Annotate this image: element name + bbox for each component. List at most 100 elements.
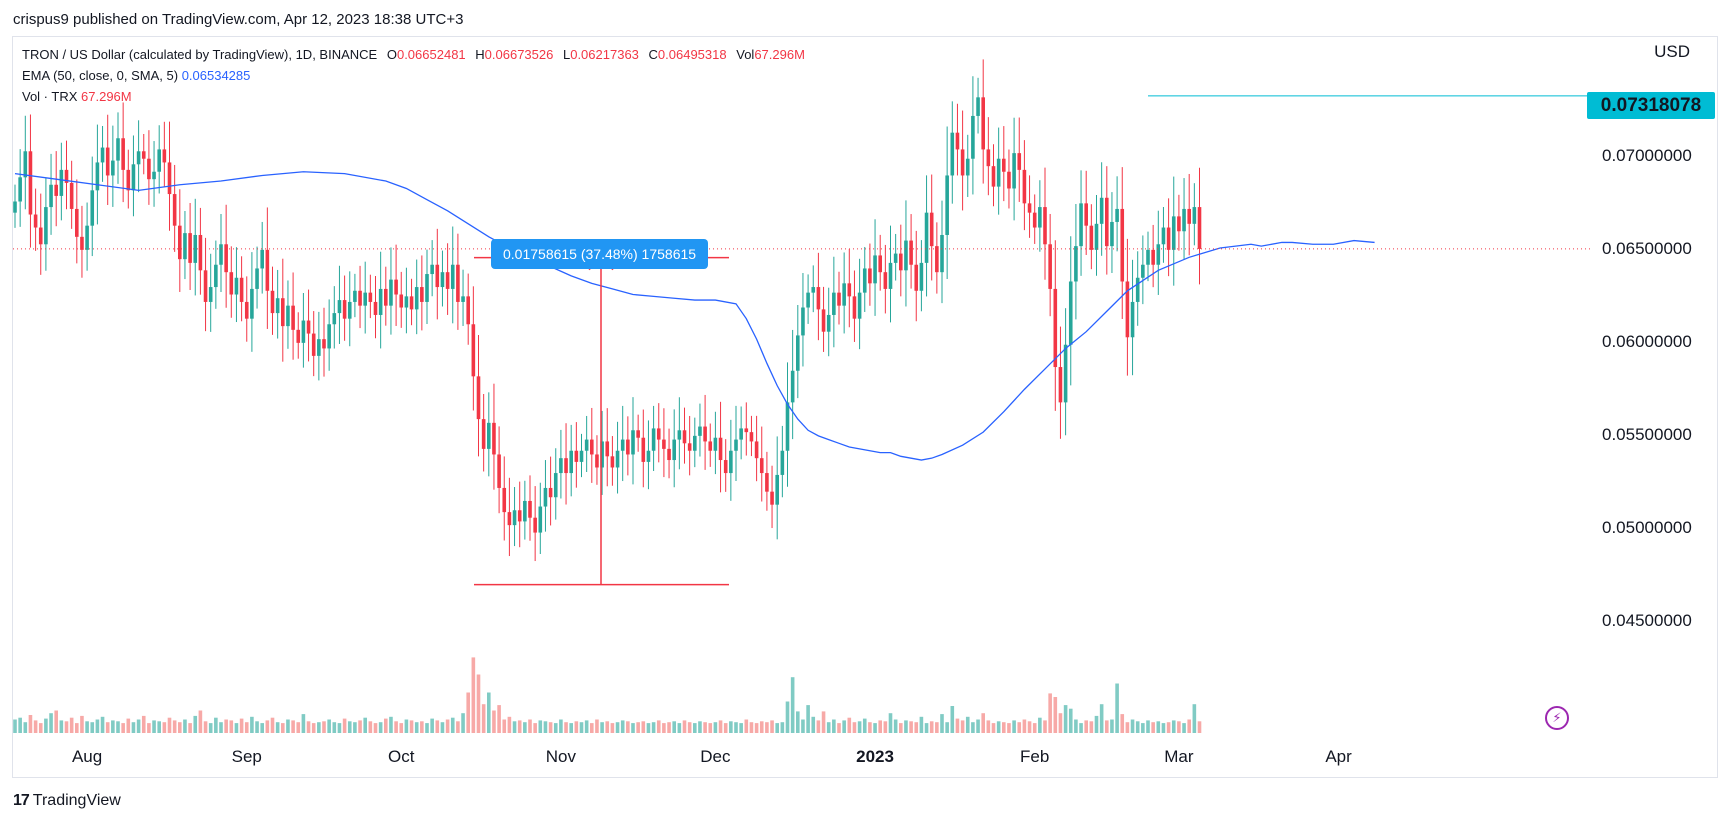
candle-body [677,430,682,440]
candle-body [579,450,584,462]
candle-body [878,255,882,273]
low-value: 0.06217363 [570,47,639,62]
candle-body [409,296,414,310]
candle-body [445,272,450,289]
candle-body [569,450,573,474]
volume-bar [826,722,831,733]
tradingview-logo[interactable]: 17 TradingView [13,792,121,810]
volume-bar [857,721,862,733]
candle-body [224,244,228,273]
candle-body [481,419,486,449]
symbol-name[interactable]: TRON / US Dollar (calculated by TradingV… [22,47,378,62]
volume-bar [620,720,625,733]
volume-bar [950,706,955,733]
volume-bar [1027,721,1032,733]
candle-body [826,314,831,332]
candle-body [105,147,110,176]
candle-body [517,510,522,522]
volume-bar [229,720,234,733]
candle-body [476,376,481,420]
candle-body [389,279,393,306]
candle-body [883,272,888,289]
candle-body [811,287,816,293]
candle-body [703,426,707,442]
volume-bar [523,722,527,733]
candle-body [384,288,388,306]
y-tick-label: 0.06000000 [1602,332,1692,351]
volume-bar [373,723,378,733]
candle-body [198,234,203,271]
candle-body [80,236,84,250]
volume-bar [533,723,537,733]
volume-bar [1141,723,1145,733]
y-tick-label: 0.07000000 [1602,146,1692,165]
volume-bar [116,721,120,733]
volume-bar [239,718,244,733]
candle-body [306,320,311,334]
volume-bar [368,721,373,733]
volume-bar [945,722,949,733]
low-label: L [562,47,571,62]
candle-body [23,151,28,178]
candle-body [203,270,208,302]
volume-label[interactable]: Vol · TRX [22,89,78,104]
candle-body [631,430,635,455]
candle-body [487,422,491,449]
volume-bar [152,720,156,733]
tradingview-logo-text: TradingView [32,792,121,809]
volume-value: 67.296M [81,89,132,104]
candle-layer [13,59,1202,562]
volume-bar [662,723,666,733]
volume-bar [723,723,728,733]
candle-body [1022,169,1027,204]
volume-bar [430,718,434,733]
volume-bar [1079,723,1083,733]
legend-ema-row: EMA (50, close, 0, SMA, 5) 0.06534285 [22,65,805,86]
candle-body [172,194,177,226]
volume-bar [64,721,69,733]
volume-bar [1074,719,1078,733]
candle-body [1151,249,1155,265]
volume-bar [996,721,1001,733]
high-label: H [475,47,485,62]
lightning-bolt-icon[interactable]: ⚡ [1545,706,1569,730]
candle-body [363,292,367,306]
volume-bar [626,721,630,733]
candle-body [414,287,419,310]
volume-bar [306,721,311,733]
close-label: C [648,47,658,62]
candle-body [919,262,924,291]
volume-bar [528,719,532,733]
volume-bar [574,721,579,733]
volume-bar [1146,720,1150,733]
candle-body [1079,203,1083,247]
volume-bar [1089,721,1094,733]
volume-bar [183,719,187,733]
candle-body [1099,197,1104,224]
candle-body [1084,203,1088,226]
volume-bar [178,722,182,733]
x-tick-label: Oct [388,747,415,766]
volume-bar [1007,723,1011,733]
ema-label[interactable]: EMA (50, close, 0, SMA, 5) [22,68,179,83]
volume-bar [1130,719,1135,733]
ema-value: 0.06534285 [181,68,251,83]
volume-bar [311,723,316,733]
candle-body [1182,208,1186,232]
x-tick-label: Nov [546,747,577,766]
volume-bar [1017,722,1022,733]
volume-bar [651,722,656,733]
volume-bar [919,716,924,733]
close-value: 0.06495318 [657,47,727,62]
volume-bar [497,705,501,733]
volume-bar [54,710,58,733]
volume-bar [543,721,548,733]
volume-bar [414,722,419,733]
candle-body [708,441,713,451]
candle-body [44,207,48,245]
candle-body [317,339,321,356]
currency-label[interactable]: USD [1654,42,1690,61]
volume-bar [219,722,223,733]
volume-bar [224,719,228,733]
